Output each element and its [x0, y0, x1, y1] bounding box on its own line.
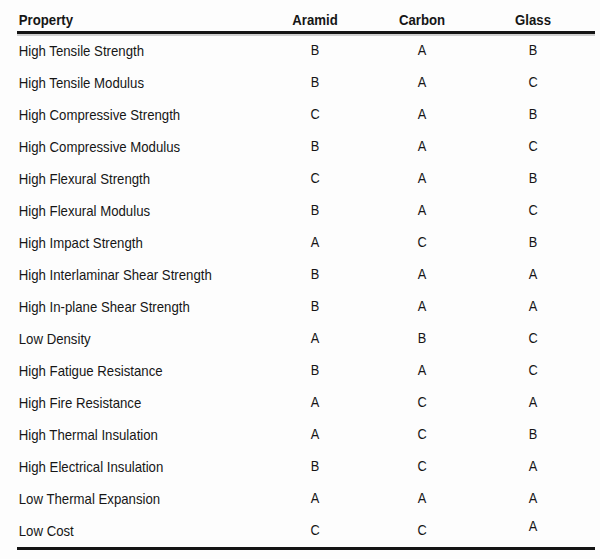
aramid-grade: C — [264, 107, 366, 122]
aramid-grade: B — [264, 459, 366, 474]
materials-comparison-table-page: Property Aramid Carbon Glass High Tensil… — [0, 0, 600, 559]
property-cell: High Flexural Strength — [17, 171, 228, 186]
glass-grade: B — [478, 235, 587, 250]
column-header-glass: Glass — [478, 12, 587, 27]
carbon-grade: A — [379, 139, 465, 154]
property-cell: High Thermal Insulation — [17, 427, 228, 442]
table-row: High Flexural Strength C A B — [17, 162, 595, 194]
property-cell: High Interlaminar Shear Strength — [17, 267, 228, 282]
column-header-carbon: Carbon — [379, 12, 465, 27]
aramid-grade: B — [264, 75, 366, 90]
table-row: High Thermal Insulation A C B — [17, 418, 595, 450]
table-row: High Fire Resistance A C A — [17, 386, 595, 418]
glass-grade: A — [478, 395, 587, 410]
property-cell: High Tensile Modulus — [17, 75, 228, 90]
aramid-grade: C — [264, 523, 366, 538]
carbon-grade: A — [379, 299, 465, 314]
table-row: High Impact Strength A C B — [17, 226, 595, 258]
glass-grade: C — [478, 363, 587, 378]
glass-grade: A — [478, 519, 587, 534]
carbon-grade: A — [379, 107, 465, 122]
glass-grade: B — [478, 107, 587, 122]
materials-comparison-table: Property Aramid Carbon Glass High Tensil… — [17, 7, 595, 546]
carbon-grade: A — [379, 363, 465, 378]
property-cell: High Compressive Strength — [17, 107, 228, 122]
table-row: High Electrical Insulation B C A — [17, 450, 595, 482]
table-row: Low Density A B C — [17, 322, 595, 354]
carbon-grade: A — [379, 267, 465, 282]
table-row: High Compressive Modulus B A C — [17, 130, 595, 162]
carbon-grade: A — [379, 171, 465, 186]
aramid-grade: B — [264, 203, 366, 218]
glass-grade: C — [478, 203, 587, 218]
table-row: High Tensile Strength B A B — [17, 34, 595, 66]
glass-grade: A — [478, 299, 587, 314]
glass-grade: A — [478, 491, 587, 506]
property-cell: High Fatigue Resistance — [17, 363, 228, 378]
carbon-grade: A — [379, 491, 465, 506]
glass-grade: B — [478, 427, 587, 442]
carbon-grade: C — [379, 459, 465, 474]
glass-grade: C — [478, 139, 587, 154]
glass-grade: C — [478, 75, 587, 90]
table-row: High Fatigue Resistance B A C — [17, 354, 595, 386]
carbon-grade: C — [379, 523, 465, 538]
table-row: High In-plane Shear Strength B A A — [17, 290, 595, 322]
aramid-grade: A — [264, 235, 366, 250]
property-cell: Low Thermal Expansion — [17, 491, 228, 506]
carbon-grade: B — [379, 331, 465, 346]
table-row: Low Thermal Expansion A A A — [17, 482, 595, 514]
property-cell: High Electrical Insulation — [17, 459, 228, 474]
table-row: High Flexural Modulus B A C — [17, 194, 595, 226]
carbon-grade: A — [379, 75, 465, 90]
aramid-grade: A — [264, 331, 366, 346]
aramid-grade: A — [264, 491, 366, 506]
glass-grade: B — [478, 171, 587, 186]
property-cell: High Fire Resistance — [17, 395, 228, 410]
property-cell: High Impact Strength — [17, 235, 228, 250]
property-cell: High Flexural Modulus — [17, 203, 228, 218]
property-cell: High Compressive Modulus — [17, 139, 228, 154]
table-row: Low Cost C C A — [17, 514, 595, 546]
aramid-grade: A — [264, 427, 366, 442]
column-header-property: Property — [17, 12, 228, 27]
property-cell: Low Density — [17, 331, 228, 346]
property-cell: High In-plane Shear Strength — [17, 299, 228, 314]
table-row: High Tensile Modulus B A C — [17, 66, 595, 98]
column-header-aramid: Aramid — [264, 12, 366, 27]
glass-grade: A — [478, 267, 587, 282]
carbon-grade: A — [379, 203, 465, 218]
carbon-grade: C — [379, 427, 465, 442]
carbon-grade: C — [379, 235, 465, 250]
aramid-grade: A — [264, 395, 366, 410]
property-cell: High Tensile Strength — [17, 43, 228, 58]
carbon-grade: C — [379, 395, 465, 410]
aramid-grade: B — [264, 139, 366, 154]
aramid-grade: C — [264, 171, 366, 186]
property-cell: Low Cost — [17, 523, 228, 538]
glass-grade: A — [478, 459, 587, 474]
carbon-grade: A — [379, 43, 465, 58]
aramid-grade: B — [264, 267, 366, 282]
table-bottom-rule — [17, 547, 595, 550]
aramid-grade: B — [264, 363, 366, 378]
aramid-grade: B — [264, 43, 366, 58]
table-row: High Compressive Strength C A B — [17, 98, 595, 130]
table-header-row: Property Aramid Carbon Glass — [17, 7, 595, 34]
table-row: High Interlaminar Shear Strength B A A — [17, 258, 595, 290]
glass-grade: B — [478, 43, 587, 58]
glass-grade: C — [478, 331, 587, 346]
aramid-grade: B — [264, 299, 366, 314]
